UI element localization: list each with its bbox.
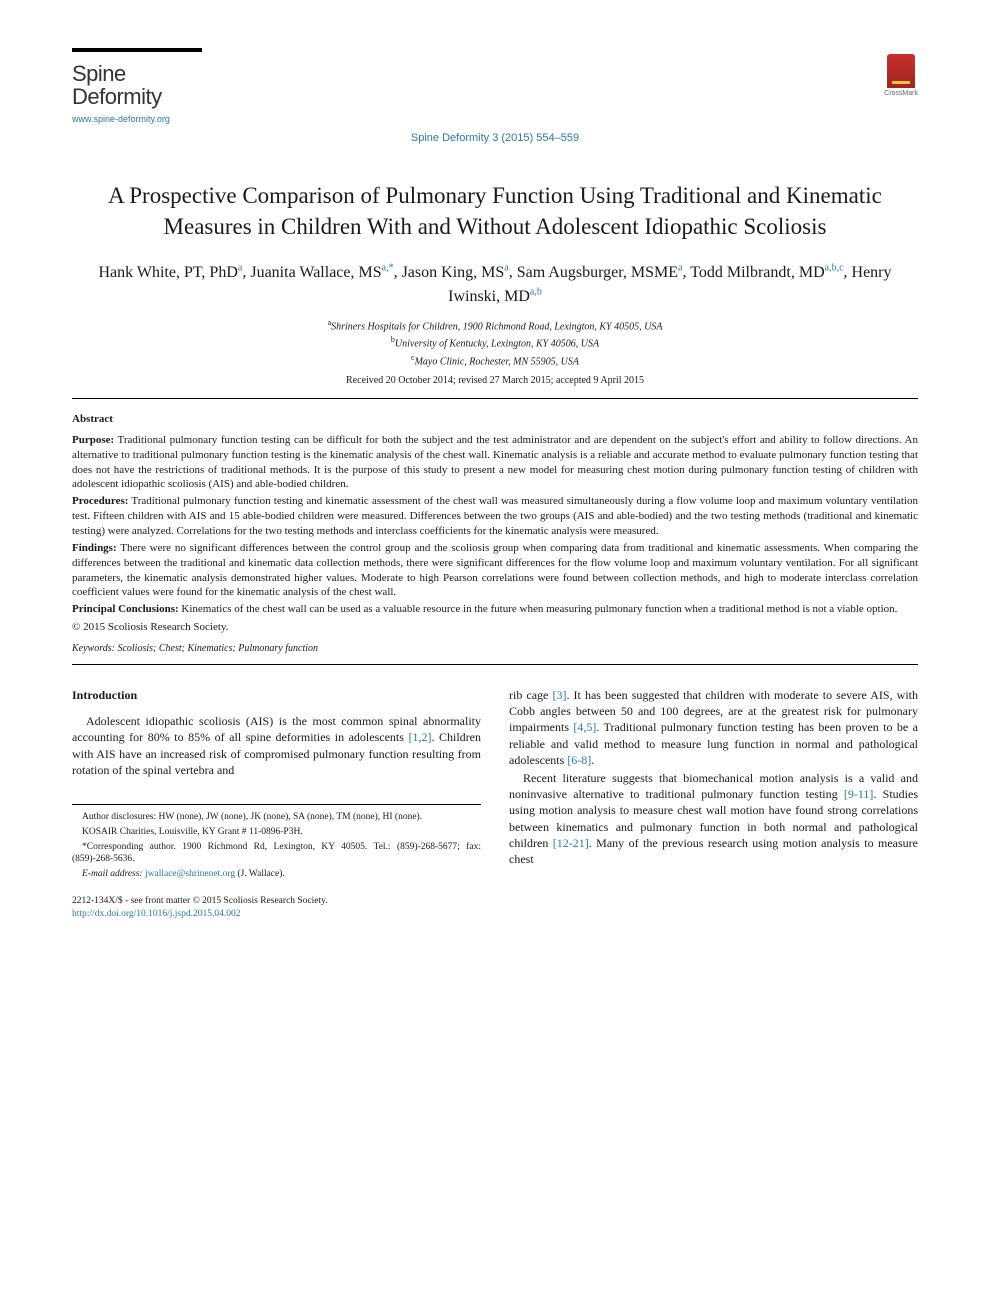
footnotes-block: Author disclosures: HW (none), JW (none)… [72,804,481,881]
author-list: Hank White, PT, PhDa, Juanita Wallace, M… [72,260,918,309]
article-dates: Received 20 October 2014; revised 27 Mar… [72,375,918,386]
body-columns: Introduction Adolescent idiopathic scoli… [72,687,918,921]
crossmark-widget[interactable]: CrossMark [884,54,918,97]
journal-name-line2: Deformity [72,85,202,108]
abstract-findings: Findings: There were no significant diff… [72,541,918,600]
corresponding-author: *Corresponding author. 1900 Richmond Rd,… [72,841,481,867]
email-link[interactable]: jwallace@shrinenet.org [145,869,235,879]
crossmark-label: CrossMark [884,90,918,97]
abstract-purpose: Purpose: Traditional pulmonary function … [72,433,918,492]
author: Hank White, PT, PhDa [98,264,242,281]
author: Jason King, MSa [402,264,509,281]
divider-rule [72,398,918,399]
copyright-line: © 2015 Scoliosis Research Society. [72,621,918,633]
journal-url-link[interactable]: www.spine-deformity.org [72,114,202,124]
divider-rule [72,664,918,665]
author: Todd Milbrandt, MDa,b,c [690,264,843,281]
author-disclosures: Author disclosures: HW (none), JW (none)… [72,811,481,824]
reference-link[interactable]: [3] [552,688,566,702]
funding-note: KOSAIR Charities, Louisville, KY Grant #… [72,826,481,839]
intro-paragraph-2: Recent literature suggests that biomecha… [509,770,918,867]
doi-link[interactable]: http://dx.doi.org/10.1016/j.jspd.2015.04… [72,909,240,919]
abstract-conclusions: Principal Conclusions: Kinematics of the… [72,602,918,617]
reference-link[interactable]: [6-8] [567,753,591,767]
header-row: Spine Deformity www.spine-deformity.org … [72,48,918,124]
affiliations: aShriners Hospitals for Children, 1900 R… [72,317,918,369]
intro-paragraph: Adolescent idiopathic scoliosis (AIS) is… [72,713,481,778]
issn-line: 2212-134X/$ - see front matter © 2015 Sc… [72,895,481,908]
intro-paragraph-cont: rib cage [3]. It has been suggested that… [509,687,918,768]
journal-block: Spine Deformity www.spine-deformity.org [72,48,202,124]
abstract-heading: Abstract [72,413,918,425]
citation-line: Spine Deformity 3 (2015) 554–559 [72,132,918,144]
author: Juanita Wallace, MSa,* [250,264,393,281]
reference-link[interactable]: [1,2] [408,730,431,744]
reference-link[interactable]: [9-11] [844,787,874,801]
abstract-procedures: Procedures: Traditional pulmonary functi… [72,494,918,539]
reference-link[interactable]: [4,5] [573,720,596,734]
keywords-line: Keywords: Scoliosis; Chest; Kinematics; … [72,643,918,654]
introduction-heading: Introduction [72,687,481,703]
email-line: E-mail address: jwallace@shrinenet.org (… [72,868,481,881]
reference-link[interactable]: [12-21] [553,836,589,850]
right-column: rib cage [3]. It has been suggested that… [509,687,918,921]
journal-logo: Spine Deformity [72,48,202,108]
article-title: A Prospective Comparison of Pulmonary Fu… [82,180,908,242]
crossmark-icon [887,54,915,88]
footer-block: 2212-134X/$ - see front matter © 2015 Sc… [72,895,481,921]
left-column: Introduction Adolescent idiopathic scoli… [72,687,481,921]
author: Sam Augsburger, MSMEa [517,264,683,281]
journal-name-line1: Spine [72,62,202,85]
